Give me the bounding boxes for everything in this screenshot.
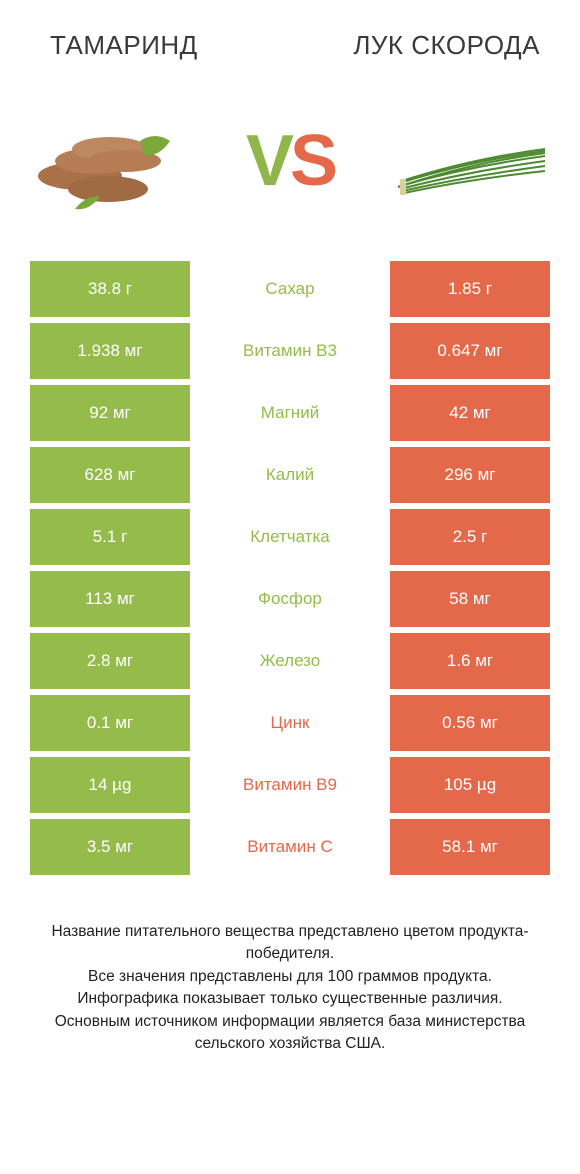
footer-line: Все значения представлены для 100 граммо…: [30, 966, 550, 988]
product-left-title: ТАМАРИНД: [40, 30, 295, 61]
table-row: 113 мгФосфор58 мг: [30, 571, 550, 627]
tamarind-illustration: [30, 101, 190, 221]
table-row: 3.5 мгВитамин C58.1 мг: [30, 819, 550, 875]
nutrient-name: Сахар: [190, 261, 390, 317]
table-row: 5.1 гКлетчатка2.5 г: [30, 509, 550, 565]
nutrient-name: Фосфор: [190, 571, 390, 627]
right-value: 42 мг: [390, 385, 550, 441]
table-row: 0.1 мгЦинк0.56 мг: [30, 695, 550, 751]
nutrient-name: Железо: [190, 633, 390, 689]
nutrient-name: Витамин B9: [190, 757, 390, 813]
right-value: 1.6 мг: [390, 633, 550, 689]
left-value: 5.1 г: [30, 509, 190, 565]
vs-row: VS: [0, 81, 580, 261]
footer-text: Название питательного вещества представл…: [30, 921, 550, 1056]
nutrient-table: 38.8 гСахар1.85 г 1.938 мгВитамин B30.647…: [30, 261, 550, 881]
left-value: 92 мг: [30, 385, 190, 441]
right-value: 2.5 г: [390, 509, 550, 565]
left-value: 38.8 г: [30, 261, 190, 317]
right-value: 0.56 мг: [390, 695, 550, 751]
table-row: 92 мгМагний42 мг: [30, 385, 550, 441]
nutrient-name: Калий: [190, 447, 390, 503]
table-row: 2.8 мгЖелезо1.6 мг: [30, 633, 550, 689]
right-value: 58 мг: [390, 571, 550, 627]
nutrient-name: Витамин B3: [190, 323, 390, 379]
right-value: 105 µg: [390, 757, 550, 813]
nutrient-name: Цинк: [190, 695, 390, 751]
left-value: 3.5 мг: [30, 819, 190, 875]
chive-illustration: [390, 101, 550, 221]
left-value: 628 мг: [30, 447, 190, 503]
table-row: 628 мгКалий296 мг: [30, 447, 550, 503]
left-value: 113 мг: [30, 571, 190, 627]
footer-line: Инфографика показывает только существенн…: [30, 988, 550, 1010]
footer-line: Название питательного вещества представл…: [30, 921, 550, 966]
table-row: 38.8 гСахар1.85 г: [30, 261, 550, 317]
nutrient-name: Магний: [190, 385, 390, 441]
vs-label: VS: [246, 120, 334, 202]
table-row: 14 µgВитамин B9105 µg: [30, 757, 550, 813]
product-right-title: ЛУК СКОРОДА: [295, 30, 540, 61]
vs-s: S: [290, 121, 334, 201]
right-value: 0.647 мг: [390, 323, 550, 379]
right-value: 58.1 мг: [390, 819, 550, 875]
left-value: 0.1 мг: [30, 695, 190, 751]
left-value: 1.938 мг: [30, 323, 190, 379]
footer-line: Основным источником информации является …: [30, 1011, 550, 1056]
left-value: 14 µg: [30, 757, 190, 813]
table-row: 1.938 мгВитамин B30.647 мг: [30, 323, 550, 379]
header-row: ТАМАРИНД ЛУК СКОРОДА: [0, 0, 580, 81]
right-value: 1.85 г: [390, 261, 550, 317]
nutrient-name: Витамин C: [190, 819, 390, 875]
vs-v: V: [246, 121, 290, 201]
right-value: 296 мг: [390, 447, 550, 503]
nutrient-name: Клетчатка: [190, 509, 390, 565]
left-value: 2.8 мг: [30, 633, 190, 689]
